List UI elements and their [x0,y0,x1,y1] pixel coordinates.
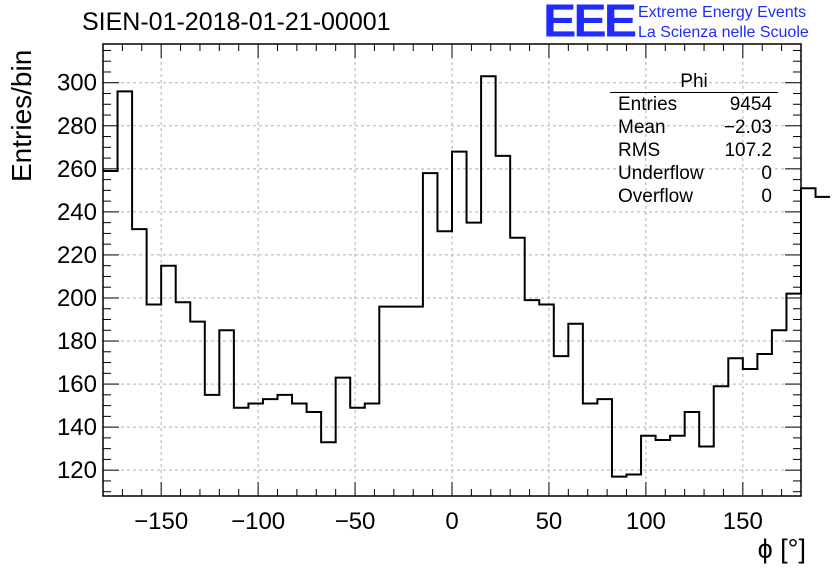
histogram-bin [408,307,423,496]
tick-labels: −150 −100 −50 0 50 100 150 120 140 160 180 200 220 24… [57,70,763,535]
histogram-bin [379,307,394,496]
histogram-bin [394,307,409,496]
histogram-bin [743,369,758,496]
x-tick-label: −150 [134,508,188,535]
y-axis-label: Entries/bin [6,49,37,182]
y-tick-label: 300 [57,70,97,97]
chart-title: SIEN-01-2018-01-21-00001 [82,8,391,36]
histogram-bin [772,330,787,496]
x-tick-label: 100 [626,508,666,535]
histogram-bin [365,403,380,496]
logo-line-1: Extreme Energy Events [638,4,807,21]
histogram-bin [510,238,525,496]
stats-label: Mean [618,117,666,138]
histogram-bin [118,91,133,496]
histogram-bin [656,440,671,496]
histogram-bin [423,173,438,496]
histogram-bin [568,324,583,496]
stats-row-entries: Entries 9454 [610,93,778,116]
stats-label: Entries [618,94,678,115]
x-axis-label: ϕ [°] [757,534,806,564]
y-tick-label: 240 [57,199,97,226]
stats-value: 9454 [729,94,772,115]
y-tick-label: 260 [57,156,97,183]
histogram-bin [641,436,656,496]
histogram-bin [219,330,234,496]
histogram-bin [699,446,714,496]
stats-label: Overflow [618,186,693,207]
x-tick-label: 0 [445,508,458,535]
histogram-line [103,75,831,478]
stats-row-mean: Mean −2.03 [610,116,778,139]
histogram-bin [597,399,612,496]
histogram-bin [612,477,627,496]
y-tick-label: 120 [57,457,97,484]
histogram-bin [496,156,511,496]
stats-value: 107.2 [724,140,772,161]
x-tick-label: 150 [723,508,763,535]
y-tick-label: 220 [57,242,97,269]
histogram-bin [481,76,496,496]
histogram-bin [132,229,147,496]
stats-title: Phi [610,72,778,93]
histogram-bin [554,356,569,496]
histogram-bin [437,231,452,496]
histogram-bin [263,399,278,496]
histogram-bin [350,408,365,496]
histogram-bin [685,412,700,496]
histogram-bin [525,300,540,496]
histogram-bin [205,395,220,496]
x-tick-label: 50 [536,508,563,535]
y-tick-label: 180 [57,328,97,355]
stats-value: 0 [761,163,772,184]
histogram-bin [728,358,743,496]
histogram-bin [801,188,816,496]
stats-value: 0 [761,186,772,207]
axis-ticks [102,44,802,496]
histogram-bin [816,197,831,496]
histogram-bin [670,436,685,496]
histogram-bin [757,354,772,496]
histogram-bin [336,378,351,496]
histogram-bin [190,322,205,496]
histogram-bin [103,171,118,496]
histogram-bin [452,152,467,496]
histogram-bin [627,474,642,496]
stats-label: Underflow [618,163,704,184]
histogram-bin [583,403,598,496]
histogram-bars [103,75,831,496]
x-tick-label: −50 [335,508,376,535]
histogram-bin [467,223,482,496]
stats-row-rms: RMS 107.2 [610,139,778,162]
x-tick-label: −100 [231,508,285,535]
histogram-bin [248,403,263,496]
stats-value: −2.03 [723,117,772,138]
y-tick-label: 140 [57,414,97,441]
eee-logo: EEE [543,0,637,47]
stats-box: Phi Entries 9454 Mean −2.03 RMS 107.2 Un… [610,72,778,208]
y-tick-label: 160 [57,371,97,398]
y-tick-label: 280 [57,113,97,140]
histogram-bin [161,266,176,496]
y-tick-label: 200 [57,285,97,312]
histogram-bin [321,442,336,496]
histogram-bin [714,386,729,496]
histogram-bin [278,395,293,496]
stats-row-overflow: Overflow 0 [610,185,778,208]
histogram-bin [292,403,307,496]
stats-row-underflow: Underflow 0 [610,162,778,185]
stats-label: RMS [618,140,661,161]
logo-line-2: La Scienza nelle Scuole [638,24,809,41]
histogram-bin [147,304,162,496]
histogram-bin [539,304,554,496]
histogram-bin [234,408,249,496]
histogram-bin [307,412,322,496]
histogram-bin [176,302,191,496]
